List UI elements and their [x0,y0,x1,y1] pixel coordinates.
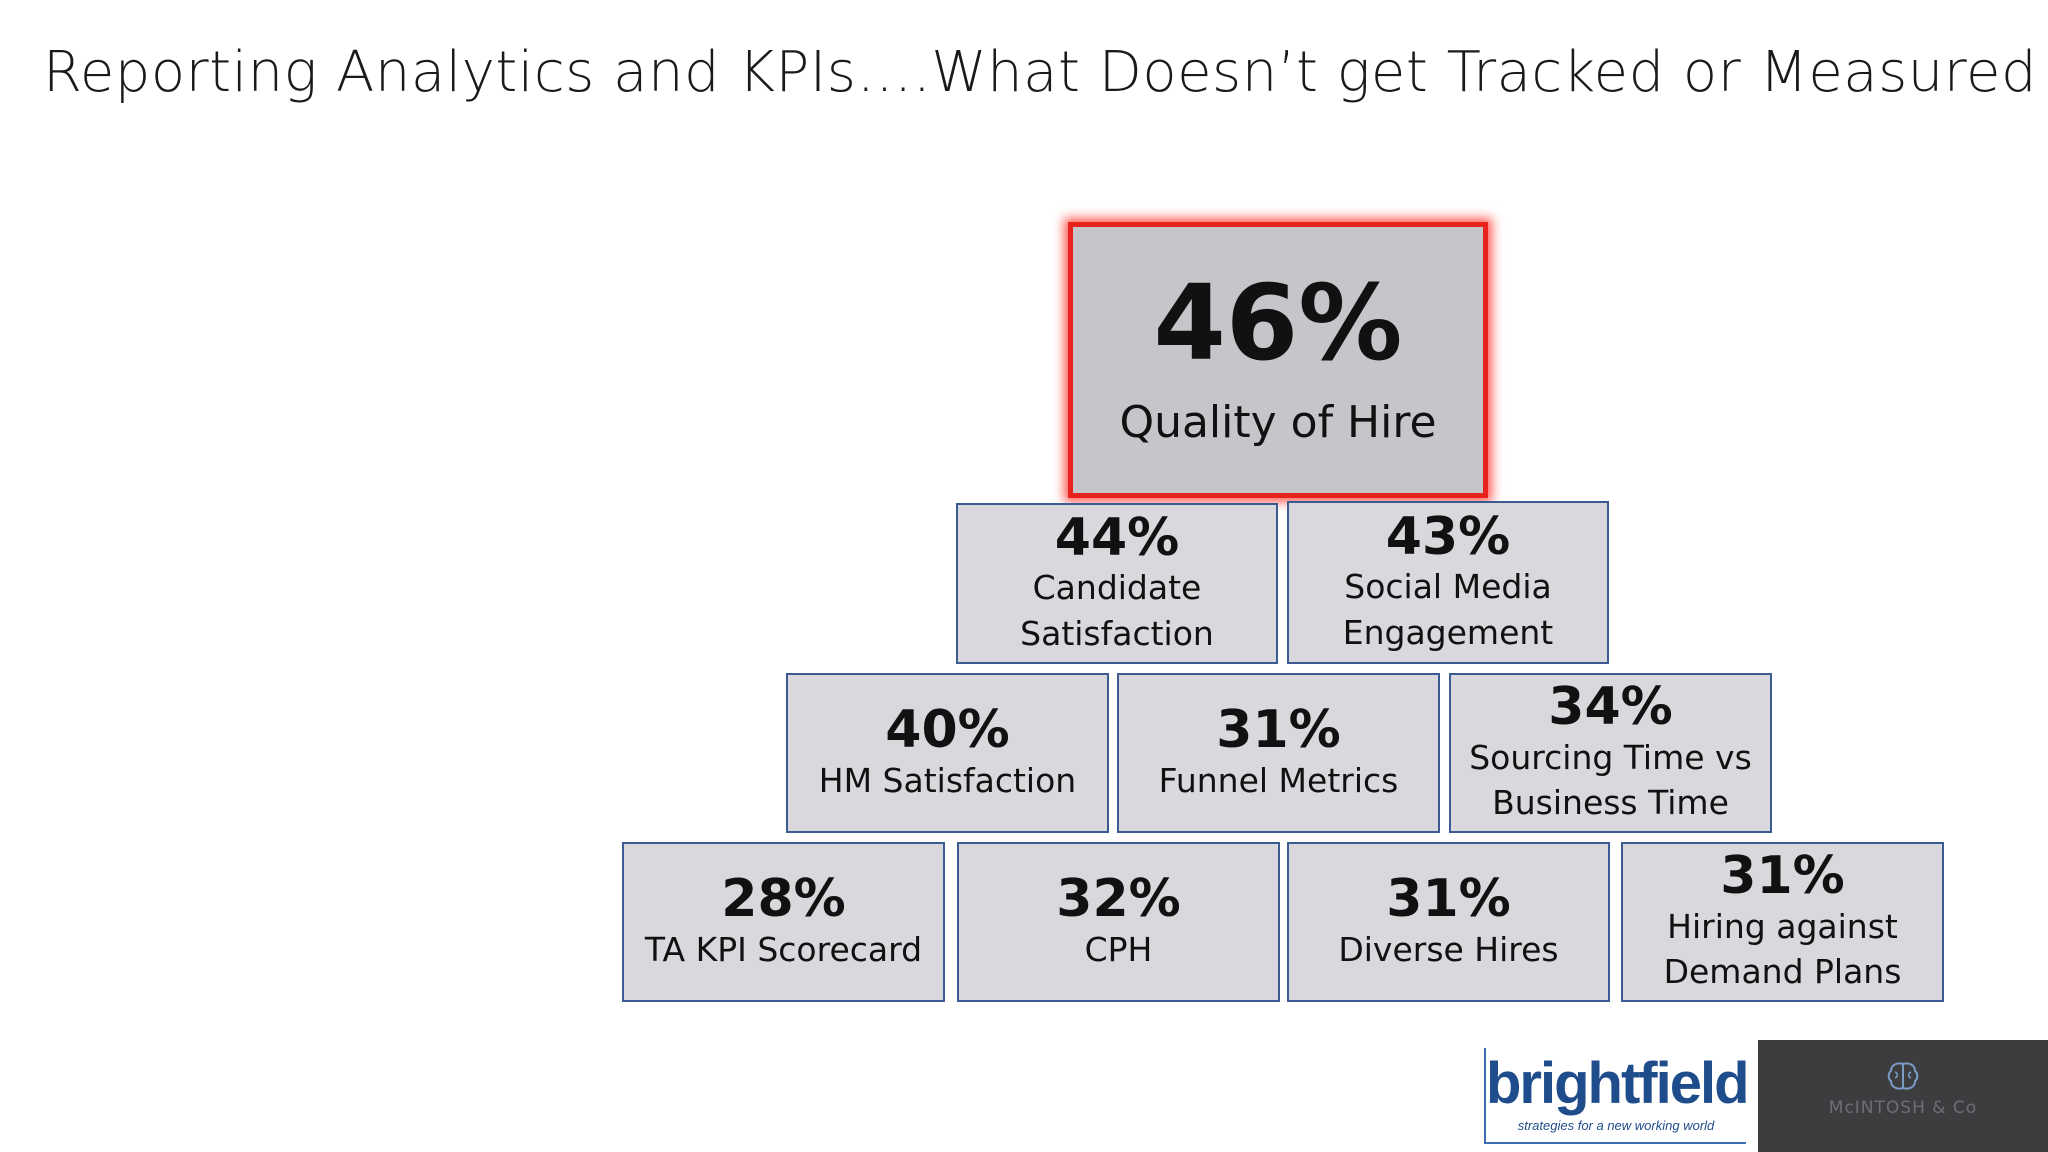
kpi-label: CPH [1084,929,1153,969]
kpi-label: Social Media Engagement [1342,567,1554,652]
kpi-percentage: 31% [1216,699,1341,760]
kpi-percentage: 44% [1054,507,1180,568]
kpi-funnel-metrics: 31% Funnel Metrics [1117,673,1440,833]
kpi-social-media-engagement: 43% Social Media Engagement [1287,501,1609,664]
mcintosh-logo-panel: McINTOSH & Co [1758,1040,2048,1152]
mcintosh-name: McINTOSH & Co [1828,1098,1978,1118]
brightfield-tagline: strategies for a new working world [1517,1118,1715,1133]
brightfield-logo: brightfield strategies for a new working… [1484,1048,1750,1144]
kpi-percentage: 31% [1386,868,1511,929]
kpi-percentage: 46% [1153,262,1403,385]
kpi-quality-of-hire: 46% Quality of Hire [1068,222,1488,498]
kpi-percentage: 34% [1548,677,1673,738]
kpi-ta-kpi-scorecard: 28% TA KPI Scorecard [622,842,945,1002]
kpi-hiring-against-demand-plans: 31% Hiring against Demand Plans [1621,842,1944,1002]
brain-icon [1887,1062,1919,1090]
kpi-cph: 32% CPH [957,842,1280,1002]
kpi-label: Hiring against Demand Plans [1663,906,1902,992]
kpi-label: TA KPI Scorecard [644,929,923,969]
kpi-percentage: 40% [885,699,1010,760]
kpi-diverse-hires: 31% Diverse Hires [1287,842,1610,1002]
kpi-hm-satisfaction: 40% HM Satisfaction [786,673,1109,833]
kpi-percentage: 28% [721,868,846,929]
kpi-label: Sourcing Time vs Business Time [1469,737,1752,823]
brightfield-wordmark: brightfield [1486,1051,1750,1116]
slide-title: Reporting Analytics and KPIs….What Doesn… [42,40,2038,105]
kpi-candidate-satisfaction: 44% Candidate Satisfaction [956,503,1278,664]
kpi-label: Funnel Metrics [1158,760,1399,800]
kpi-percentage: 31% [1720,846,1845,907]
kpi-label: Diverse Hires [1338,929,1559,969]
kpi-sourcing-time: 34% Sourcing Time vs Business Time [1449,673,1772,833]
kpi-percentage: 32% [1056,868,1181,929]
kpi-label: HM Satisfaction [818,760,1077,800]
kpi-label: Quality of Hire [1119,396,1437,448]
kpi-label: Candidate Satisfaction [1020,568,1214,653]
kpi-percentage: 43% [1385,506,1511,567]
